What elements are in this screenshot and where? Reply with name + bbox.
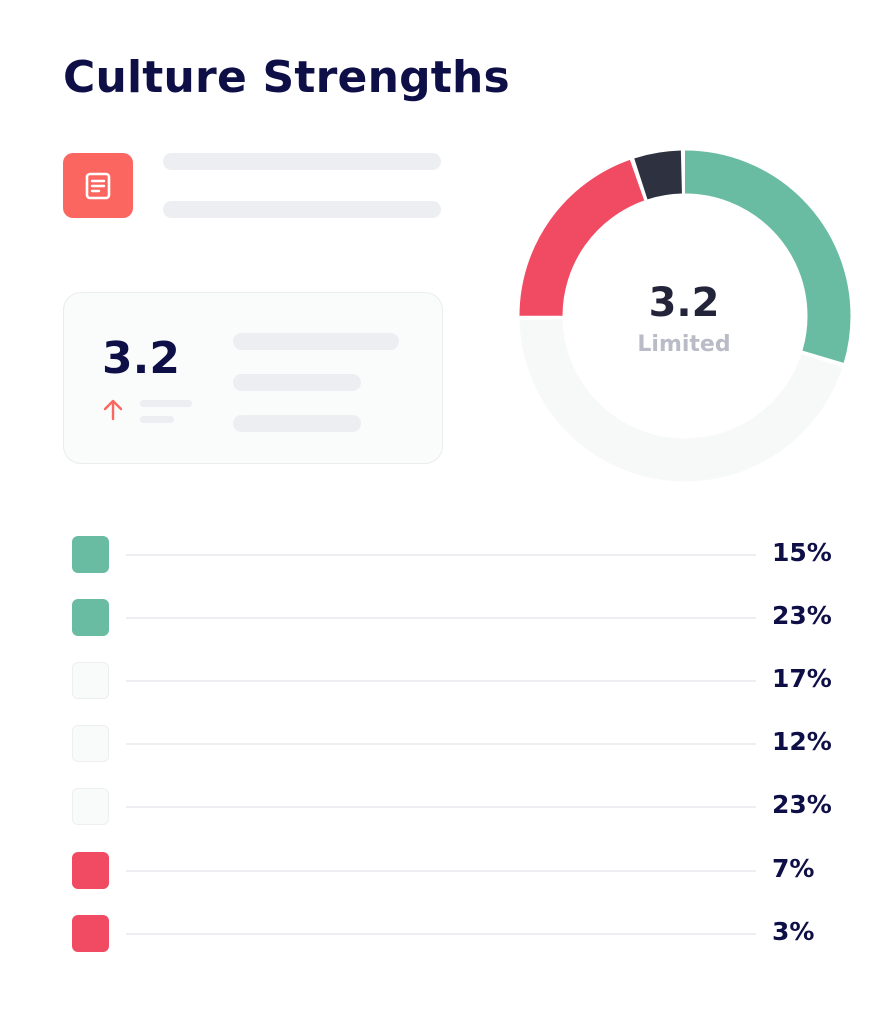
donut-segment: [519, 150, 851, 482]
legend-percent: 3%: [772, 917, 815, 946]
summary-placeholder-line: [163, 201, 441, 218]
donut-value: 3.2: [648, 280, 720, 326]
legend-swatch: [72, 788, 109, 825]
donut-chart: [519, 150, 851, 482]
score-placeholder-line: [233, 333, 399, 350]
legend-row: 17%: [72, 662, 852, 700]
legend-percent: 23%: [772, 601, 832, 630]
score-placeholder-line: [233, 415, 361, 432]
legend-swatch: [72, 536, 109, 573]
arrow-up-icon: [103, 399, 123, 421]
legend-line: [126, 870, 756, 872]
legend-percent: 15%: [772, 538, 832, 567]
score-card: 3.2: [63, 292, 443, 464]
donut-label: Limited: [637, 332, 731, 357]
legend-row: 3%: [72, 915, 852, 953]
legend-line: [126, 933, 756, 935]
summary-placeholder-line: [163, 153, 441, 170]
legend-line: [126, 743, 756, 745]
legend-row: 15%: [72, 536, 852, 574]
legend-swatch: [72, 915, 109, 952]
trend-placeholder-line: [140, 416, 174, 423]
page-title: Culture Strengths: [63, 52, 510, 103]
document-badge: [63, 153, 133, 218]
legend-percent: 7%: [772, 854, 815, 883]
legend-line: [126, 806, 756, 808]
legend-swatch: [72, 599, 109, 636]
legend-row: 23%: [72, 599, 852, 637]
legend-percent: 12%: [772, 727, 832, 756]
document-icon: [85, 172, 111, 199]
trend-placeholder-line: [140, 400, 192, 407]
legend-swatch: [72, 852, 109, 889]
legend-row: 7%: [72, 852, 852, 890]
legend-line: [126, 617, 756, 619]
legend-line: [126, 680, 756, 682]
legend-percent: 23%: [772, 790, 832, 819]
legend-row: 23%: [72, 788, 852, 826]
legend-row: 12%: [72, 725, 852, 763]
legend-swatch: [72, 725, 109, 762]
legend-swatch: [72, 662, 109, 699]
legend-line: [126, 554, 756, 556]
legend-percent: 17%: [772, 664, 832, 693]
score-placeholder-line: [233, 374, 361, 391]
donut-segment: [519, 150, 851, 482]
score-value: 3.2: [102, 333, 180, 384]
